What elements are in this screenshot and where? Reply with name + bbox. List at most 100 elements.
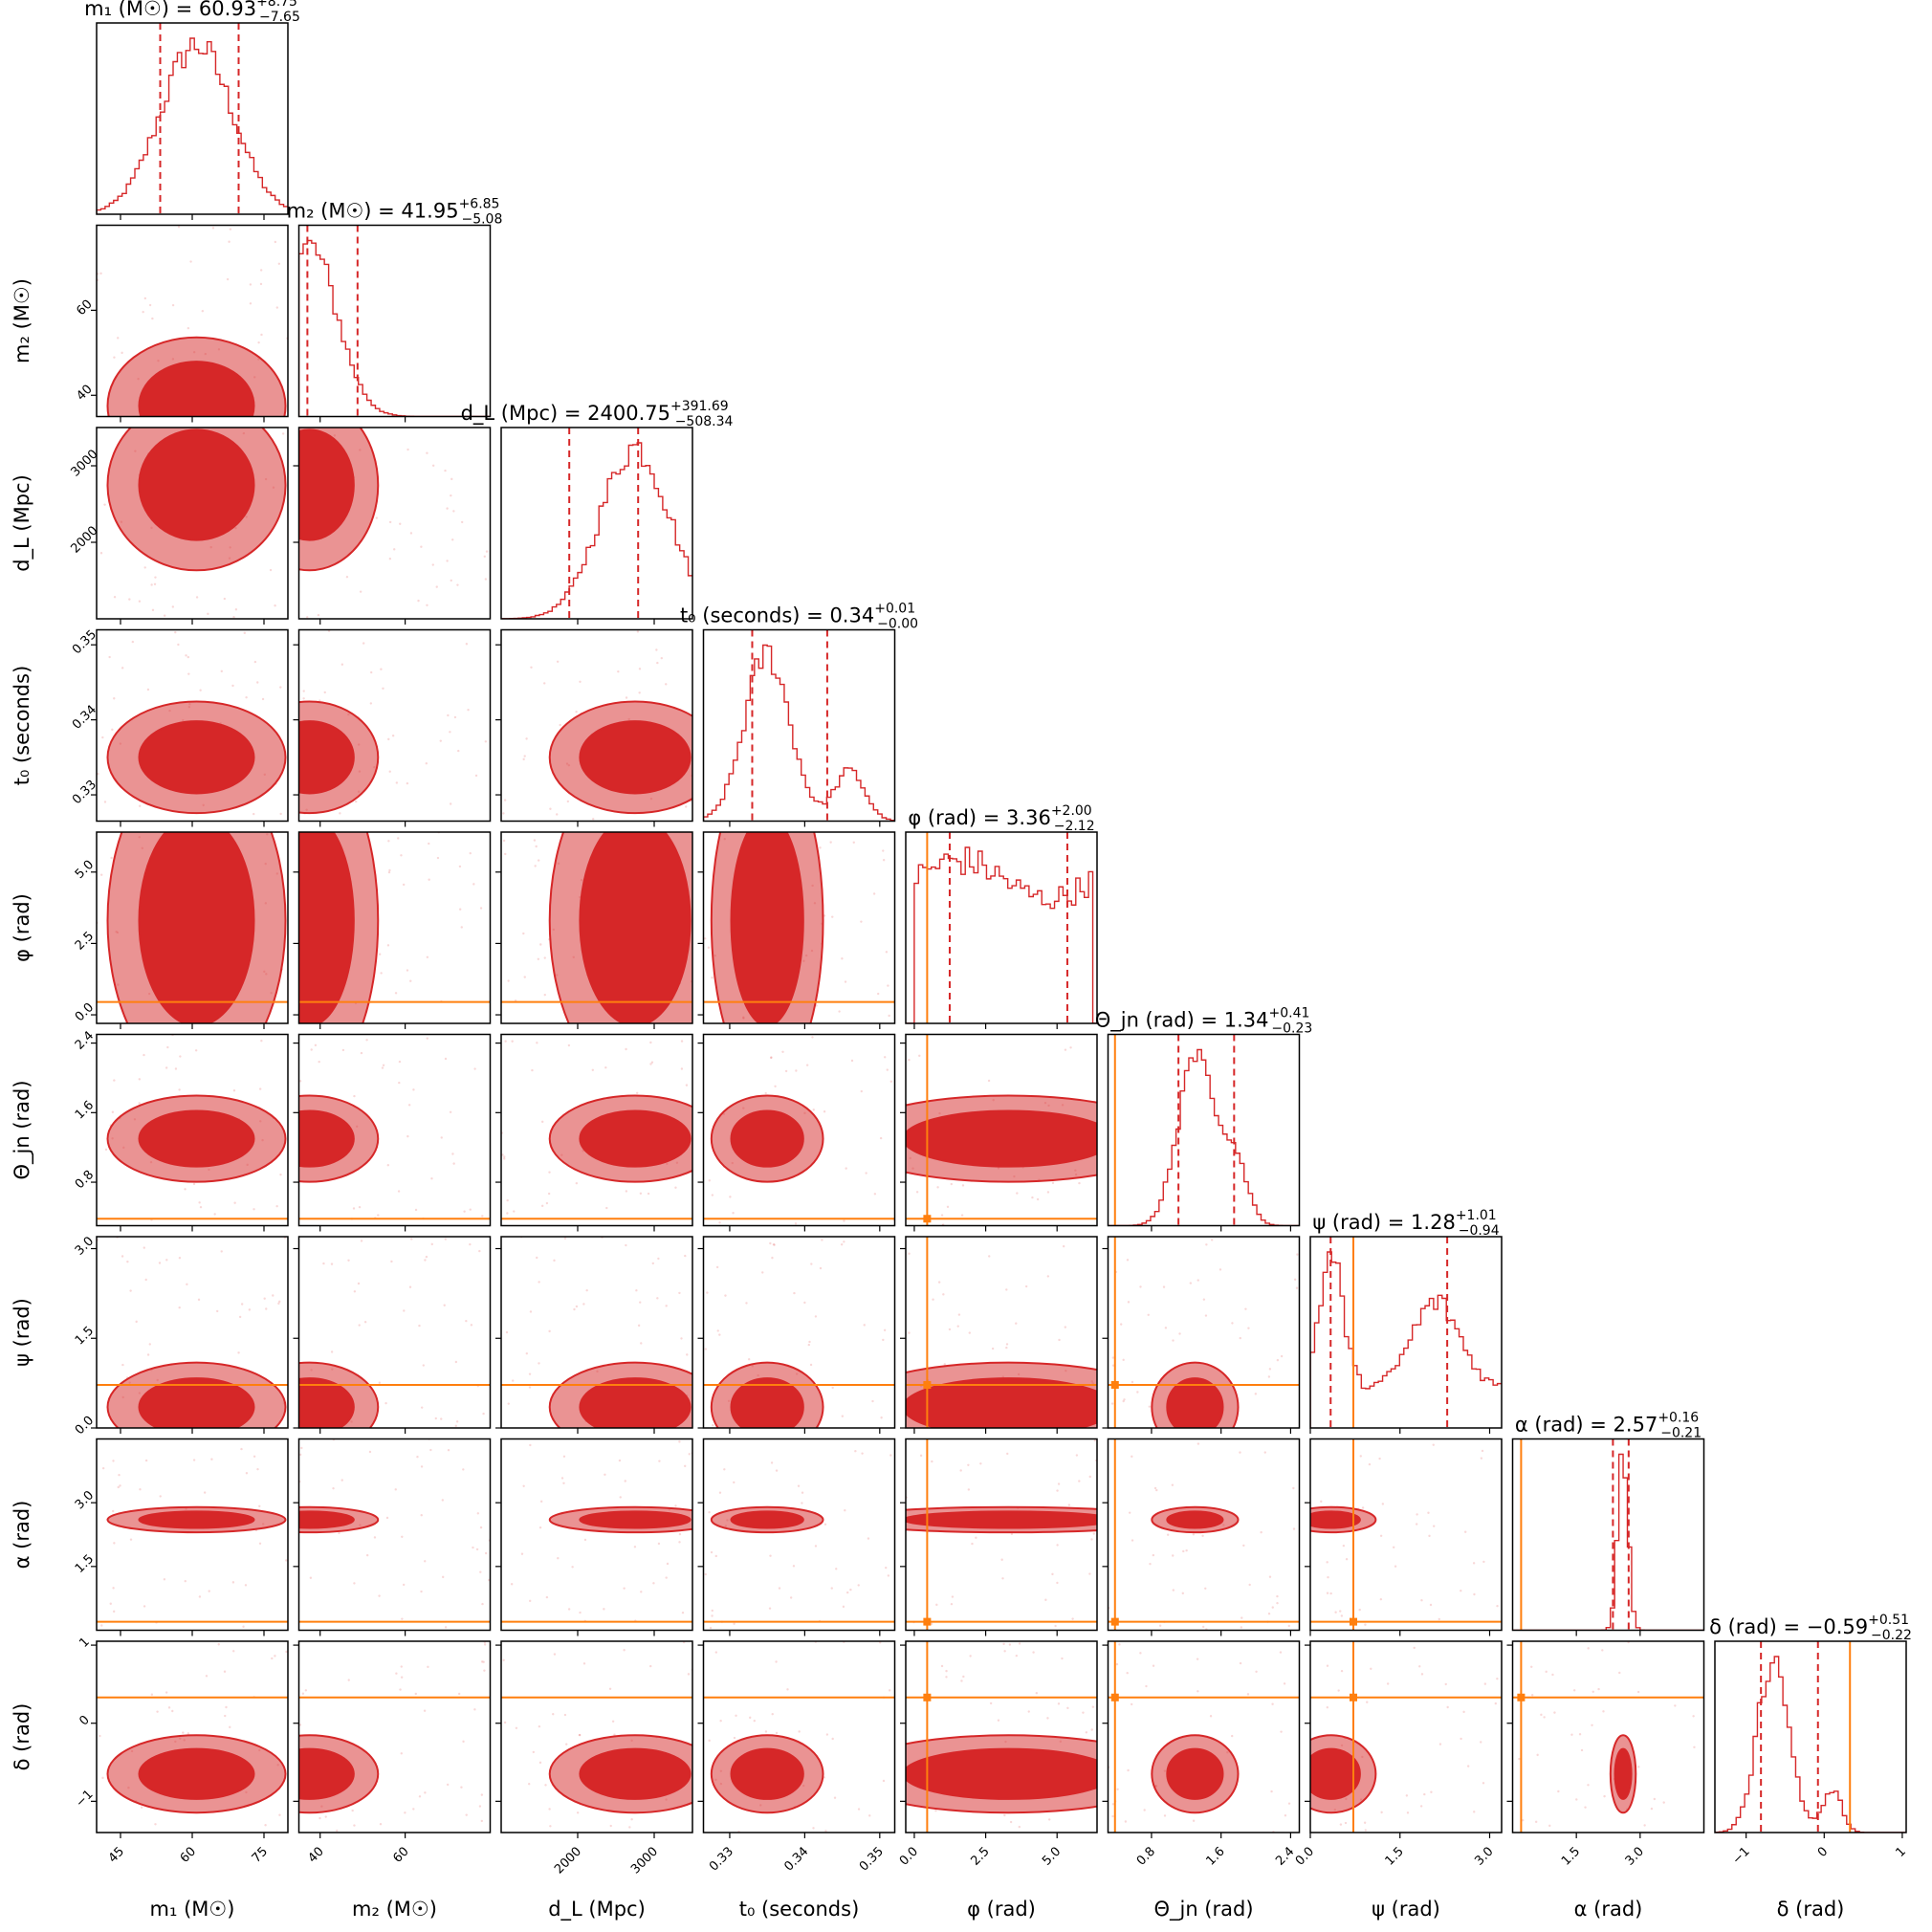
panel-content [906, 1438, 1097, 1631]
sample-dot [1587, 1647, 1590, 1650]
sample-dot [353, 1582, 356, 1585]
sample-dot [1553, 1711, 1556, 1714]
sample-dot [533, 839, 537, 842]
panel-content [1108, 1641, 1300, 1833]
sample-dot [117, 337, 120, 340]
sample-dot [733, 1736, 736, 1740]
sample-dot [657, 1542, 661, 1546]
sample-dot [119, 1484, 121, 1487]
sample-dot [1603, 1794, 1606, 1798]
sample-dot [211, 227, 215, 230]
panel-content [1310, 1438, 1502, 1631]
sample-dot [1202, 1298, 1206, 1301]
sample-dot [560, 1477, 564, 1480]
sample-dot [536, 1042, 538, 1044]
sample-dot [146, 688, 150, 692]
histogram-title: α (rad) = 2.57+0.16 −0.21 [1515, 1411, 1701, 1441]
sample-dot [680, 1337, 683, 1340]
sample-dot [1044, 1598, 1047, 1601]
sample-dot [1131, 1380, 1134, 1384]
sample-dot [99, 272, 102, 275]
sample-dot [1650, 1807, 1654, 1811]
sample-dot [556, 813, 559, 816]
panel-content [298, 1641, 491, 1833]
sample-dot [138, 804, 142, 807]
sample-dot [1056, 1581, 1059, 1585]
contour-panel-dL-psi [495, 1236, 693, 1434]
sample-dot [101, 735, 104, 739]
sample-dot [1118, 1643, 1121, 1646]
sample-dot [473, 1067, 476, 1070]
sample-dot [339, 812, 341, 815]
sample-dot [959, 1469, 962, 1472]
sample-dot [835, 1568, 838, 1570]
panel-frame [297, 1640, 492, 1833]
sample-dot [571, 1566, 574, 1569]
sample-dot [1480, 1457, 1483, 1460]
sample-dot [478, 1805, 482, 1808]
sample-dot [99, 1734, 101, 1738]
sample-dot [387, 737, 390, 741]
contour-inner [138, 1109, 255, 1168]
contour-inner [579, 1747, 692, 1800]
sample-dot [469, 1208, 472, 1211]
y-tick-label: −1 [73, 1788, 96, 1811]
sample-dot [771, 1712, 774, 1716]
sample-dot [732, 1212, 735, 1215]
panel-content [97, 1643, 288, 1827]
sample-dot [889, 1080, 893, 1083]
sample-dot [918, 1054, 921, 1058]
truth-marker [923, 1215, 932, 1223]
sample-dot [1111, 1356, 1115, 1359]
x-tick-label: 2.5 [968, 1844, 992, 1868]
sample-dot [1359, 1455, 1362, 1458]
sample-dot [1054, 1624, 1057, 1628]
contour-panel-m2-alpha [293, 1438, 492, 1636]
sample-dot [857, 1584, 860, 1587]
sample-dot [1379, 1597, 1383, 1601]
sample-dot [386, 1164, 390, 1167]
contour-inner [138, 428, 255, 541]
panel-frame [1107, 1640, 1301, 1833]
sample-dot [712, 1423, 714, 1427]
histogram-title: d_L (Mpc) = 2400.75+391.69 −508.34 [461, 399, 734, 429]
sample-dot [774, 1085, 777, 1087]
sample-dot [812, 1109, 815, 1111]
sample-dot [399, 522, 402, 525]
y-tick-label: 0.0 [73, 1414, 97, 1438]
sample-dot [420, 545, 423, 548]
panel-content [97, 1237, 288, 1428]
sample-dot [306, 616, 309, 619]
sample-dot [358, 1324, 361, 1327]
contour-inner [298, 1109, 355, 1168]
sample-dot [605, 1206, 608, 1210]
sample-dot [163, 614, 166, 617]
sample-dot [138, 1102, 141, 1105]
contour-inner [138, 832, 255, 1023]
sample-dot [715, 1265, 719, 1269]
contour-panel-m1-alpha: 1.5 3.0 [73, 1438, 289, 1636]
sample-dot [232, 1089, 236, 1092]
sample-dot [636, 630, 640, 633]
panel-frame [905, 1640, 1098, 1833]
sample-dot [1119, 1323, 1123, 1326]
sample-dot [1171, 1483, 1175, 1486]
x-tick-label: 0.0 [1293, 1844, 1317, 1868]
sample-dot [436, 856, 440, 860]
panel-content [298, 629, 488, 815]
sample-dot [795, 1069, 798, 1072]
sample-dot [1674, 1704, 1677, 1707]
sample-dot [814, 1545, 818, 1548]
sample-dot [503, 1721, 507, 1724]
histogram-line [1715, 1656, 1906, 1833]
sample-dot [1530, 1694, 1534, 1697]
sample-dot [1056, 1489, 1059, 1492]
sample-dot [1031, 1196, 1034, 1199]
sample-dot [1326, 1561, 1328, 1564]
sample-dot [502, 839, 506, 843]
sample-dot [384, 1401, 387, 1405]
contour-panel-m1-t0: 0.33 0.34 0.35 [70, 627, 289, 827]
sample-dot [771, 1256, 774, 1260]
contour-panel-m1-theta: 0.8 1.6 2.4 [73, 1028, 289, 1232]
histogram-title: m₂ (M☉) = 41.95+6.85 −5.08 [287, 197, 503, 228]
